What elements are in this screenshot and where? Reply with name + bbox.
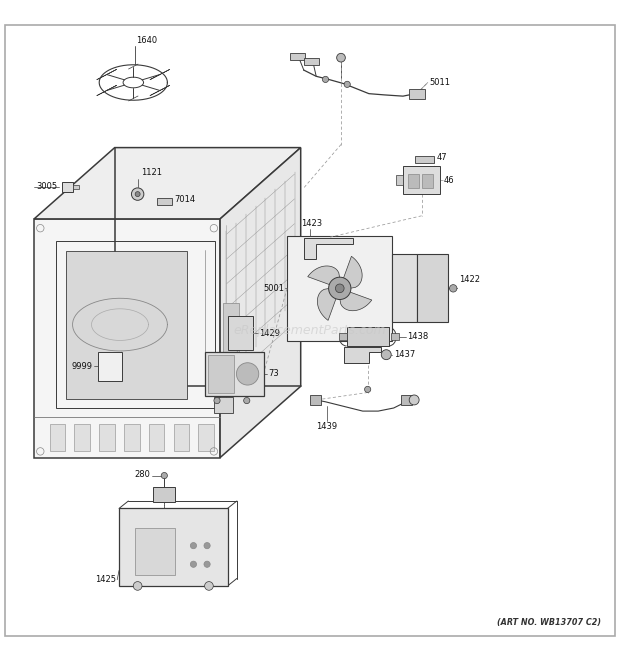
Text: 1640: 1640 (136, 36, 157, 45)
Text: 1422: 1422 (459, 274, 481, 284)
Bar (198, 424, 214, 451)
Text: 5001: 5001 (263, 284, 284, 293)
Bar (74, 424, 90, 451)
Circle shape (204, 561, 210, 567)
Polygon shape (97, 69, 117, 80)
Bar (223, 303, 239, 395)
Circle shape (337, 54, 345, 62)
Circle shape (365, 386, 371, 393)
Bar (401, 395, 412, 405)
Bar (99, 424, 115, 451)
Bar (392, 254, 417, 323)
Bar (214, 397, 232, 413)
Text: 1437: 1437 (394, 350, 415, 359)
Bar (153, 486, 175, 502)
Polygon shape (220, 147, 301, 457)
Circle shape (131, 188, 144, 200)
Bar (391, 333, 399, 340)
Bar (228, 316, 253, 350)
Polygon shape (317, 288, 337, 321)
Polygon shape (308, 266, 340, 285)
Circle shape (190, 561, 197, 567)
Polygon shape (98, 352, 122, 381)
Circle shape (244, 397, 250, 404)
Bar (205, 352, 264, 395)
Bar (135, 528, 175, 575)
Circle shape (409, 395, 419, 405)
Bar (62, 182, 73, 192)
Bar (403, 166, 440, 194)
Text: 5011: 5011 (429, 78, 450, 87)
Bar (417, 254, 448, 323)
Polygon shape (340, 292, 372, 311)
Text: 1439: 1439 (316, 422, 337, 431)
Text: (ART NO. WB13707 C2): (ART NO. WB13707 C2) (497, 618, 601, 627)
Polygon shape (150, 69, 170, 80)
Bar (149, 424, 164, 451)
Text: 9999: 9999 (72, 362, 93, 371)
Polygon shape (128, 96, 138, 101)
Polygon shape (97, 85, 117, 96)
Bar (408, 175, 419, 188)
Circle shape (135, 192, 140, 196)
Polygon shape (344, 346, 381, 363)
Circle shape (322, 76, 329, 83)
Circle shape (450, 285, 457, 292)
Polygon shape (66, 251, 187, 399)
Circle shape (214, 397, 220, 404)
Bar (119, 508, 228, 586)
Polygon shape (150, 85, 170, 96)
Circle shape (161, 473, 167, 479)
Circle shape (381, 350, 391, 360)
Polygon shape (304, 237, 353, 259)
Text: 1121: 1121 (141, 168, 162, 176)
Bar (409, 89, 425, 98)
Bar (347, 327, 389, 346)
Circle shape (205, 582, 213, 590)
Bar (208, 356, 234, 393)
Bar (287, 235, 392, 341)
Bar (157, 198, 172, 206)
Text: 46: 46 (443, 176, 454, 184)
Bar (310, 395, 321, 405)
Circle shape (329, 277, 351, 299)
Bar (73, 185, 79, 188)
Bar (396, 175, 403, 185)
Bar (124, 424, 140, 451)
Bar (415, 155, 434, 163)
Text: 280: 280 (135, 470, 151, 479)
Text: 7014: 7014 (174, 195, 195, 204)
Polygon shape (34, 219, 220, 457)
Bar (304, 58, 319, 65)
Bar (339, 333, 347, 340)
Text: eReplacementParts.com: eReplacementParts.com (234, 324, 386, 337)
Circle shape (344, 81, 350, 87)
Polygon shape (128, 64, 138, 69)
Text: 3005: 3005 (36, 182, 57, 191)
Text: 1429: 1429 (259, 329, 280, 338)
Circle shape (236, 363, 259, 385)
Bar (422, 175, 433, 188)
Circle shape (335, 284, 344, 293)
Bar (50, 424, 65, 451)
Polygon shape (34, 147, 301, 219)
Bar (290, 53, 305, 60)
Circle shape (133, 582, 142, 590)
Bar (174, 424, 189, 451)
Polygon shape (343, 256, 362, 288)
Text: 1438: 1438 (407, 332, 428, 341)
Text: 73: 73 (268, 369, 279, 378)
Text: 1423: 1423 (301, 219, 322, 228)
Text: 47: 47 (437, 153, 448, 162)
Circle shape (190, 543, 197, 549)
Text: 1425: 1425 (95, 575, 116, 584)
Circle shape (204, 543, 210, 549)
